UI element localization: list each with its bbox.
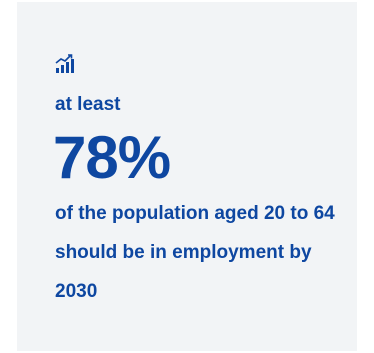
stat-description: of the population aged 20 to 64 should b… — [55, 203, 335, 302]
stat-pre-text: at least — [55, 94, 121, 115]
stat-value: 78% — [53, 124, 171, 191]
chart-growth-icon — [55, 54, 75, 74]
stat-card: at least 78% of the population aged 20 t… — [17, 2, 357, 351]
